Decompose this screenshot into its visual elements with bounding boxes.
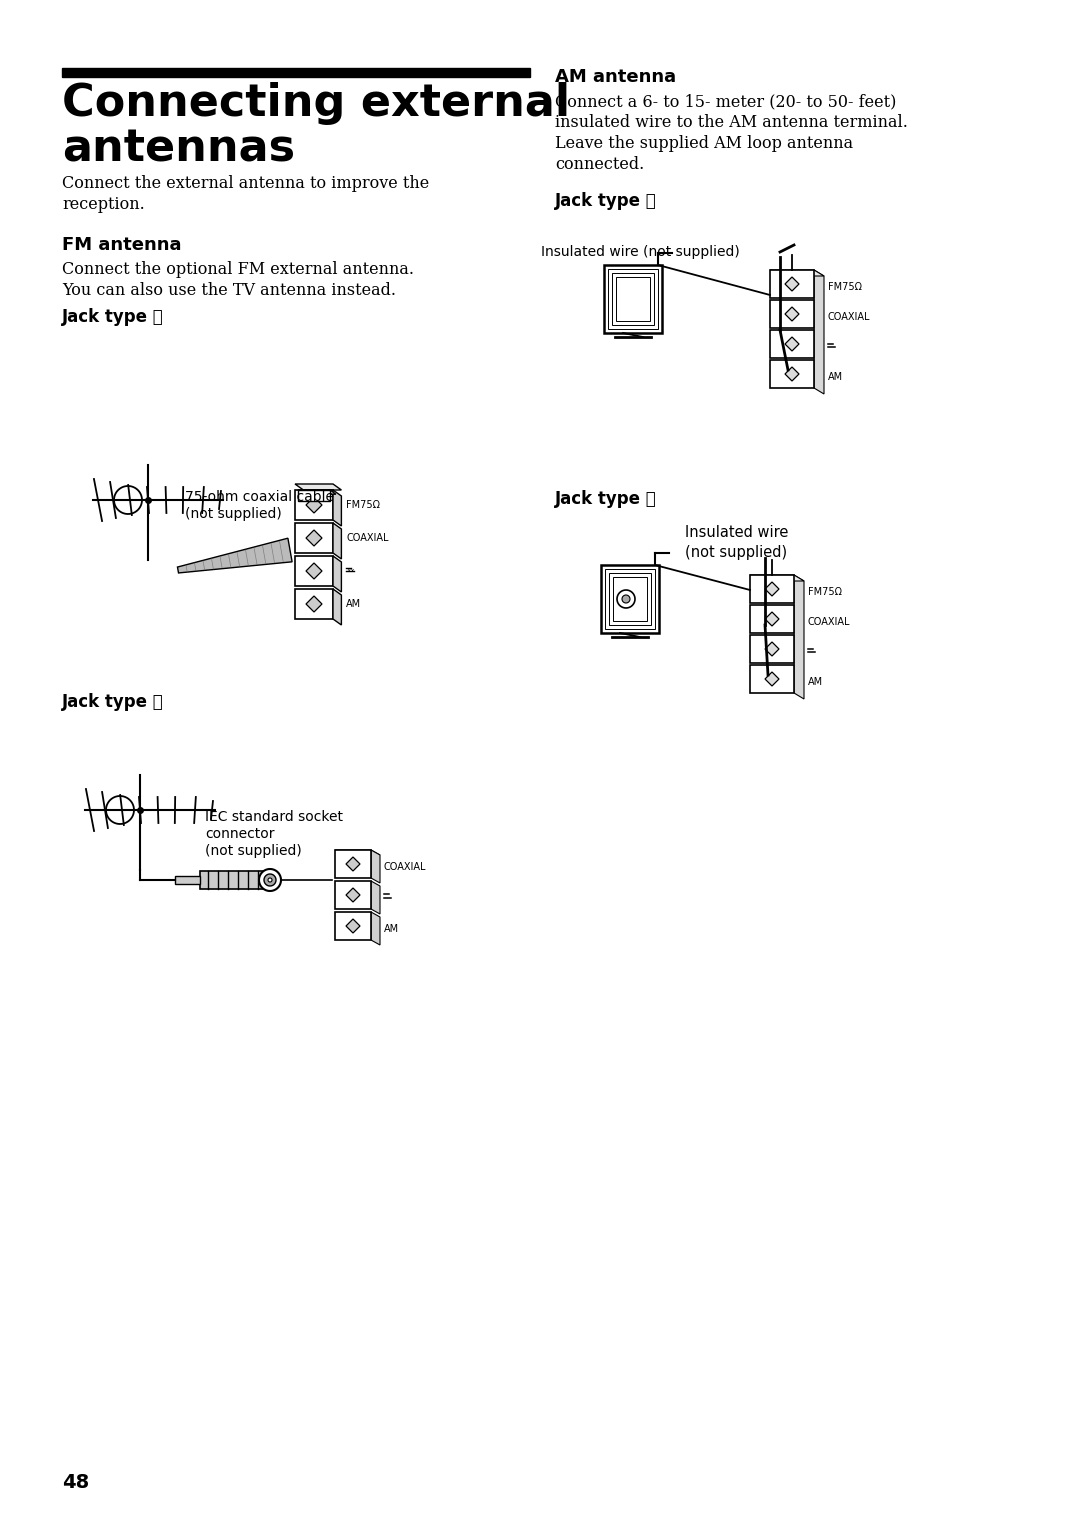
Text: (not supplied): (not supplied) (685, 544, 787, 560)
Bar (613, 576, 647, 621)
Polygon shape (333, 589, 341, 625)
Polygon shape (264, 875, 276, 885)
Polygon shape (814, 271, 824, 394)
Polygon shape (268, 878, 272, 882)
Text: COAXIAL: COAXIAL (828, 312, 870, 323)
Text: Connecting external: Connecting external (62, 83, 570, 125)
Text: insulated wire to the AM antenna terminal.: insulated wire to the AM antenna termina… (555, 115, 908, 131)
Text: AM: AM (347, 599, 362, 609)
Polygon shape (765, 642, 779, 656)
Polygon shape (770, 271, 824, 277)
Text: antennas: antennas (62, 128, 295, 171)
Text: 75-ohm coaxial cable: 75-ohm coaxial cable (185, 489, 334, 505)
Polygon shape (295, 523, 333, 553)
Polygon shape (295, 489, 333, 520)
Bar (335, 881, 372, 910)
Polygon shape (617, 590, 635, 609)
Polygon shape (295, 589, 333, 619)
Bar (200, 872, 270, 888)
Text: connector: connector (205, 827, 274, 841)
Polygon shape (794, 575, 804, 699)
Bar (750, 635, 794, 664)
Text: ₓₓ: ₓₓ (347, 564, 355, 573)
Text: AM: AM (808, 677, 823, 687)
Polygon shape (785, 277, 799, 291)
Text: Insulated wire (not supplied): Insulated wire (not supplied) (541, 245, 740, 258)
Polygon shape (259, 868, 281, 891)
Polygon shape (785, 307, 799, 321)
Polygon shape (306, 563, 322, 579)
Text: (not supplied): (not supplied) (205, 844, 301, 858)
Polygon shape (306, 531, 322, 546)
Bar (600, 566, 659, 633)
Text: FM75Ω: FM75Ω (828, 281, 862, 292)
Bar (609, 573, 651, 625)
Bar (750, 665, 794, 693)
Bar (605, 569, 654, 628)
Polygon shape (306, 497, 322, 514)
Bar (770, 300, 814, 329)
Text: Jack type Ⓑ: Jack type Ⓑ (62, 693, 164, 711)
Text: Jack type Ⓐ: Jack type Ⓐ (62, 307, 164, 326)
Polygon shape (346, 919, 360, 933)
Polygon shape (372, 881, 380, 914)
Polygon shape (765, 673, 779, 687)
Polygon shape (765, 612, 779, 625)
Polygon shape (295, 557, 333, 586)
Bar (62, 67, 530, 76)
Polygon shape (333, 557, 341, 592)
Polygon shape (177, 538, 292, 573)
Bar (335, 911, 372, 940)
Polygon shape (333, 523, 341, 560)
Text: reception.: reception. (62, 196, 145, 213)
Polygon shape (372, 850, 380, 884)
Text: Jack type Ⓑ: Jack type Ⓑ (555, 489, 657, 508)
Polygon shape (295, 485, 341, 489)
Polygon shape (765, 583, 779, 596)
Bar (612, 274, 654, 326)
Text: FM75Ω: FM75Ω (808, 587, 842, 596)
Polygon shape (333, 489, 341, 526)
Polygon shape (306, 596, 322, 612)
Bar (175, 876, 200, 884)
Text: Jack type Ⓐ: Jack type Ⓐ (555, 193, 657, 209)
Text: FM75Ω: FM75Ω (347, 500, 380, 511)
Bar (770, 359, 814, 388)
Text: IEC standard socket: IEC standard socket (205, 810, 343, 824)
Text: COAXIAL: COAXIAL (384, 861, 427, 872)
Polygon shape (750, 575, 804, 581)
Text: FM antenna: FM antenna (62, 235, 181, 254)
Text: Connect the external antenna to improve the: Connect the external antenna to improve … (62, 174, 429, 193)
Text: 48: 48 (62, 1472, 90, 1492)
Text: COAXIAL: COAXIAL (808, 618, 851, 627)
Polygon shape (622, 595, 630, 602)
Bar (770, 271, 814, 298)
Polygon shape (346, 856, 360, 872)
Text: COAXIAL: COAXIAL (347, 534, 389, 543)
Text: (not supplied): (not supplied) (185, 508, 282, 521)
Bar (770, 330, 814, 358)
Text: Insulated wire: Insulated wire (685, 524, 788, 540)
Text: connected.: connected. (555, 156, 645, 173)
Polygon shape (335, 850, 380, 855)
Bar (616, 277, 650, 321)
Text: AM antenna: AM antenna (555, 67, 676, 86)
Bar (750, 575, 794, 602)
Polygon shape (785, 367, 799, 381)
Text: AM: AM (828, 372, 843, 382)
Text: Connect a 6- to 15- meter (20- to 50- feet): Connect a 6- to 15- meter (20- to 50- fe… (555, 93, 896, 110)
Polygon shape (298, 489, 336, 494)
Polygon shape (298, 489, 330, 502)
Text: AM: AM (384, 924, 400, 934)
Bar (608, 269, 658, 329)
Bar (335, 850, 372, 878)
Text: You can also use the TV antenna instead.: You can also use the TV antenna instead. (62, 281, 396, 300)
Polygon shape (785, 336, 799, 352)
Polygon shape (346, 888, 360, 902)
Bar (750, 605, 794, 633)
Bar (604, 265, 662, 333)
Text: Leave the supplied AM loop antenna: Leave the supplied AM loop antenna (555, 135, 853, 151)
Polygon shape (372, 911, 380, 945)
Text: Connect the optional FM external antenna.: Connect the optional FM external antenna… (62, 261, 414, 278)
